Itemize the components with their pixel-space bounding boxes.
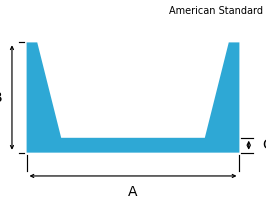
Text: American Standard: American Standard [169,6,263,16]
Polygon shape [27,42,239,153]
Text: B: B [0,91,2,105]
Text: C: C [262,138,266,152]
Text: A: A [128,185,138,199]
